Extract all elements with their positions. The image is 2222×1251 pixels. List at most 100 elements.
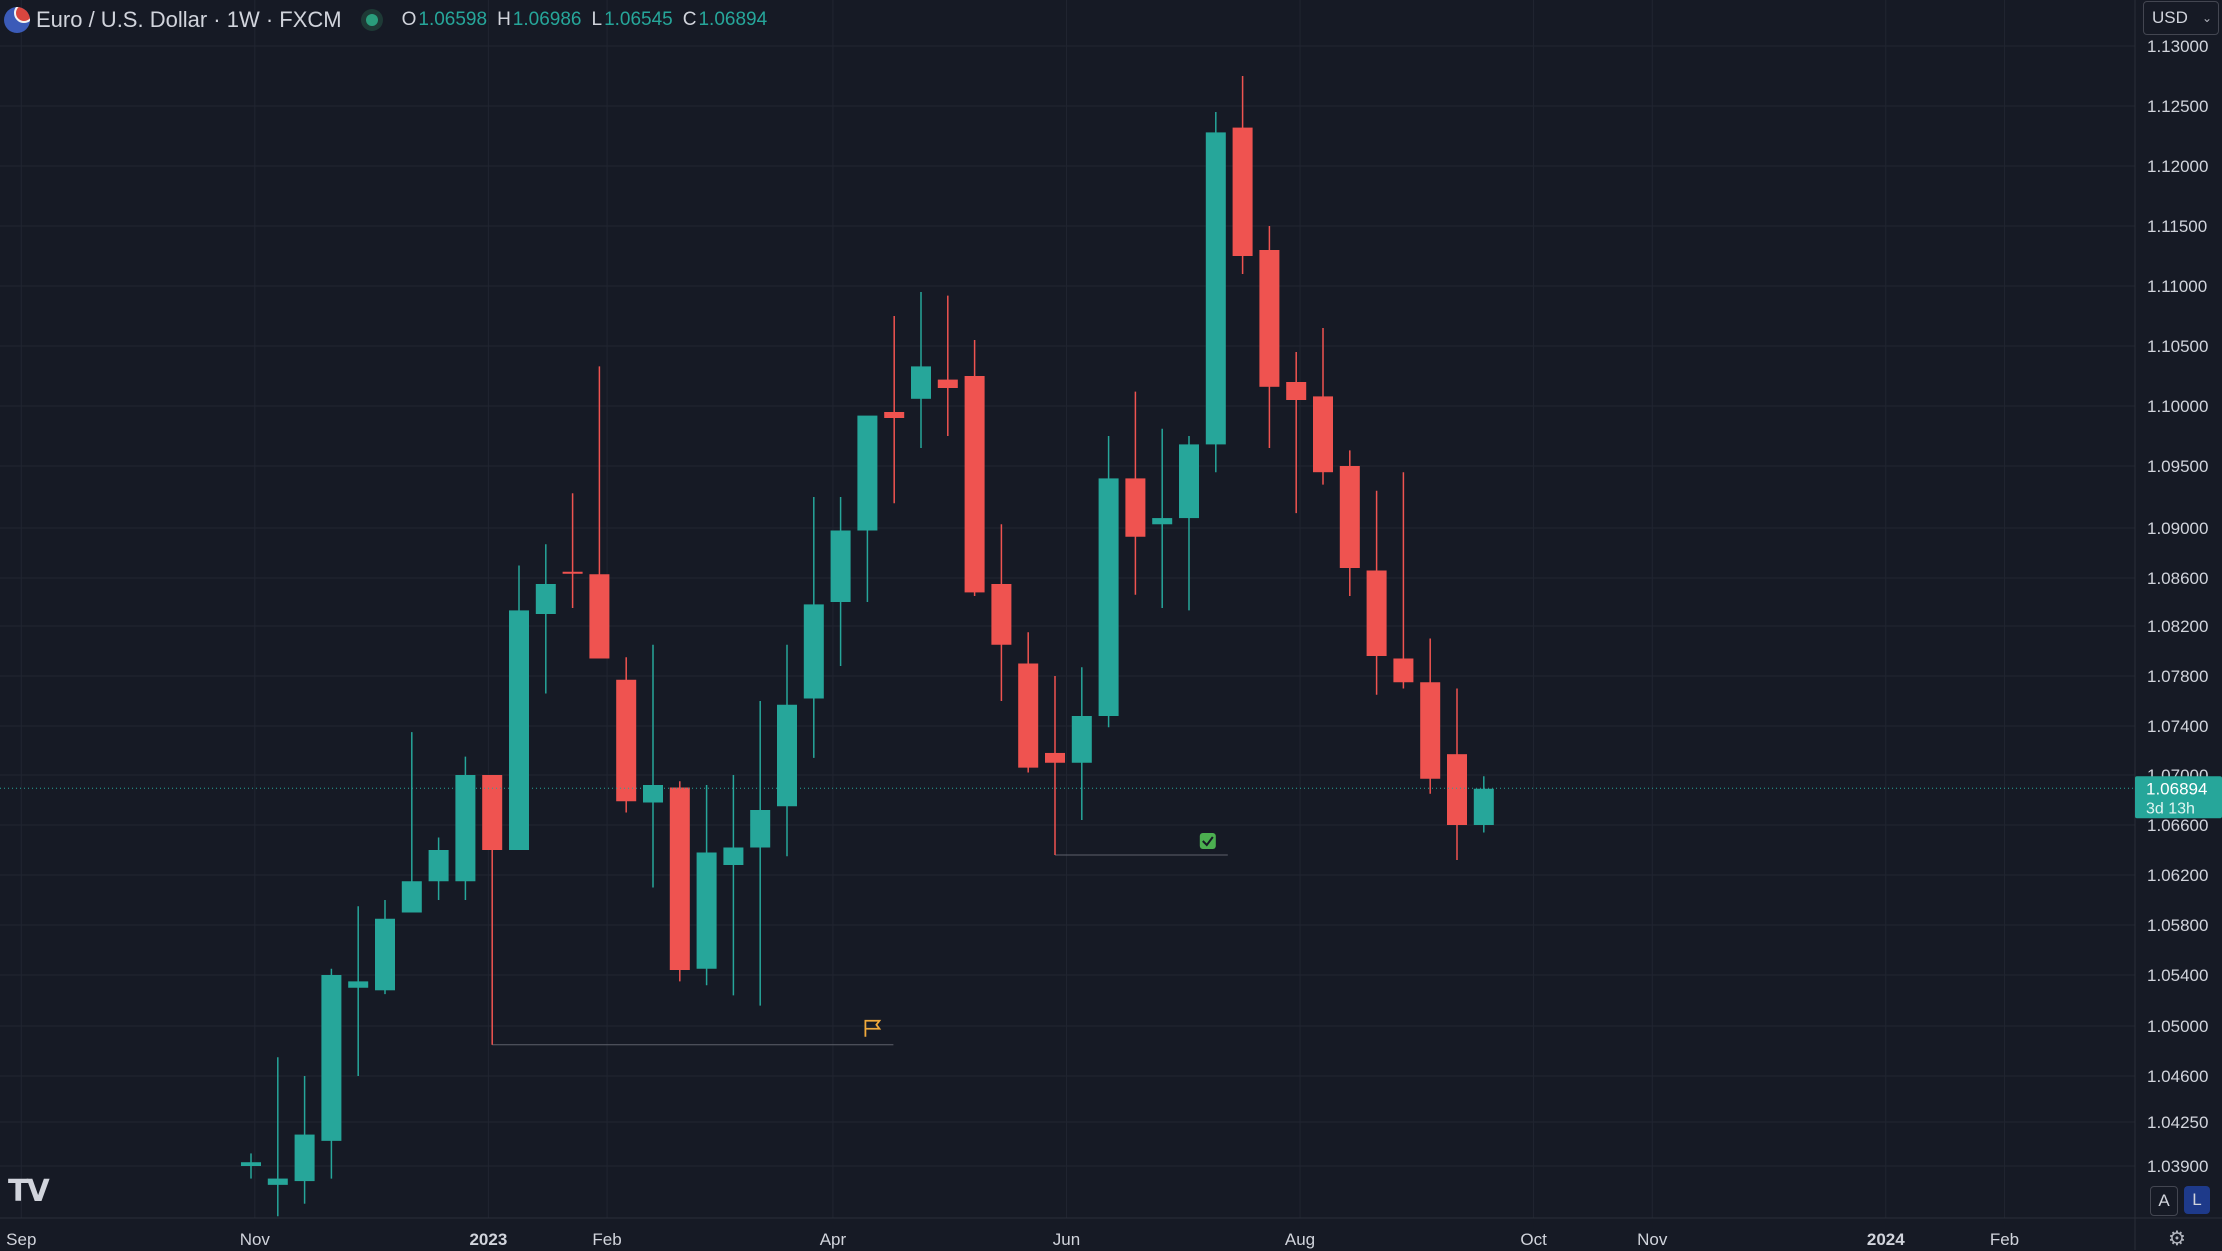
candle bbox=[1179, 436, 1199, 611]
price-tick-label: 1.05400 bbox=[2147, 966, 2208, 985]
log-scale-button[interactable]: L bbox=[2184, 1186, 2210, 1214]
candle bbox=[1286, 352, 1307, 514]
candle-body bbox=[267, 1178, 288, 1185]
close-key: C bbox=[682, 9, 697, 30]
candle bbox=[1152, 428, 1173, 608]
candle-body bbox=[482, 775, 503, 850]
price-tick-label: 1.09000 bbox=[2147, 519, 2208, 538]
candle-body bbox=[777, 704, 797, 807]
candle-body bbox=[321, 975, 342, 1141]
candle-body bbox=[964, 376, 985, 593]
price-tick-label: 1.04600 bbox=[2147, 1067, 2208, 1086]
candle bbox=[777, 644, 797, 857]
time-tick-label: Oct bbox=[1520, 1230, 1547, 1249]
candle-body bbox=[509, 610, 529, 850]
candle bbox=[884, 316, 905, 504]
candle bbox=[428, 837, 449, 900]
candle bbox=[1098, 436, 1119, 728]
symbol-title[interactable]: Euro / U.S. Dollar · 1W · FXCM bbox=[36, 7, 342, 32]
candle-body bbox=[1473, 788, 1494, 825]
candle bbox=[1071, 667, 1092, 820]
candle bbox=[1339, 450, 1360, 596]
price-tick-label: 1.12000 bbox=[2147, 157, 2208, 176]
price-tick-label: 1.07800 bbox=[2147, 667, 2208, 686]
price-tick-label: 1.11000 bbox=[2147, 277, 2207, 296]
candle-body bbox=[1420, 682, 1441, 779]
settings-gear-icon[interactable]: ⚙ bbox=[2168, 1228, 2186, 1250]
candle bbox=[696, 785, 717, 986]
price-tick-label: 1.10000 bbox=[2147, 397, 2208, 416]
candle bbox=[267, 1057, 288, 1217]
tradingview-logo-icon[interactable]: TV bbox=[8, 1174, 50, 1209]
candles-layer bbox=[241, 76, 1494, 1217]
last-price-layer: 1.06894 3d 13h bbox=[0, 776, 2222, 819]
time-tick-label: Sep bbox=[6, 1230, 36, 1249]
price-tick-label: 1.09500 bbox=[2147, 457, 2208, 476]
open-value: 1.06598 bbox=[418, 9, 488, 30]
candle bbox=[1313, 328, 1333, 485]
time-tick-label: Aug bbox=[1285, 1230, 1315, 1249]
high-value: 1.06986 bbox=[512, 9, 582, 30]
time-tick-label: Jun bbox=[1053, 1230, 1080, 1249]
candle-body bbox=[1045, 752, 1065, 763]
candle bbox=[321, 968, 342, 1179]
candle bbox=[1447, 688, 1467, 860]
candle-body bbox=[455, 775, 476, 882]
candle-body bbox=[1259, 250, 1280, 387]
time-tick-label: Nov bbox=[240, 1230, 271, 1249]
candle bbox=[1205, 112, 1226, 473]
candle bbox=[1393, 472, 1414, 689]
market-status-icon[interactable] bbox=[365, 14, 378, 26]
candle-body bbox=[884, 412, 905, 418]
candle bbox=[482, 775, 503, 1045]
checkmark-icon bbox=[1202, 836, 1214, 847]
candle bbox=[1366, 490, 1387, 695]
price-tick-label: 1.07400 bbox=[2147, 717, 2208, 736]
low-value: 1.06545 bbox=[604, 9, 673, 30]
currency-select[interactable]: USD ⌄ bbox=[2143, 1, 2219, 35]
price-tick-label: 1.11500 bbox=[2147, 217, 2207, 236]
candle-body bbox=[1125, 478, 1146, 537]
candle bbox=[241, 1153, 261, 1179]
low-key: L bbox=[591, 9, 603, 30]
price-tick-label: 1.04250 bbox=[2147, 1113, 2208, 1132]
candle bbox=[964, 340, 985, 596]
candle bbox=[616, 657, 637, 813]
price-tick-label: 1.12500 bbox=[2147, 97, 2208, 116]
candle-body bbox=[669, 787, 690, 970]
candle-body bbox=[241, 1162, 261, 1166]
candle-body bbox=[535, 584, 556, 614]
price-tick-label: 1.06200 bbox=[2147, 866, 2208, 885]
time-axis: Sep Nov 2023 Feb Apr Jun Aug Oct Nov 2024 Feb bbox=[6, 1230, 2019, 1249]
price-tick-label: 1.13000 bbox=[2147, 37, 2208, 56]
price-tick-label: 1.08200 bbox=[2147, 617, 2208, 636]
candle-body bbox=[1286, 382, 1307, 400]
chart-legend: Euro / U.S. Dollar · 1W · FXCM O 1.06598 … bbox=[4, 4, 767, 36]
candle-body bbox=[1152, 518, 1173, 525]
candle bbox=[911, 292, 931, 448]
high-key: H bbox=[497, 9, 511, 30]
candle-body bbox=[803, 604, 824, 699]
candle-body bbox=[1366, 570, 1387, 656]
candle-body bbox=[589, 574, 610, 659]
candle bbox=[294, 1076, 315, 1204]
candle-body bbox=[1018, 663, 1039, 768]
candle bbox=[723, 775, 744, 996]
time-tick-label: 2023 bbox=[469, 1230, 507, 1249]
candle bbox=[401, 732, 422, 913]
candle-body bbox=[616, 679, 637, 802]
auto-scale-button[interactable]: A bbox=[2150, 1186, 2178, 1216]
time-tick-label: Feb bbox=[592, 1230, 621, 1249]
candle bbox=[1259, 226, 1280, 448]
candle bbox=[803, 497, 824, 758]
time-tick-label: Nov bbox=[1637, 1230, 1668, 1249]
candle-body bbox=[1205, 132, 1226, 445]
candle bbox=[375, 900, 395, 995]
drawings-layer bbox=[491, 752, 1228, 1046]
candle-body bbox=[562, 571, 583, 574]
price-tick-label: 1.08600 bbox=[2147, 569, 2208, 588]
eur-usd-flag-icon bbox=[4, 7, 30, 33]
price-tick-label: 1.05000 bbox=[2147, 1017, 2208, 1036]
candle-body bbox=[428, 850, 449, 882]
